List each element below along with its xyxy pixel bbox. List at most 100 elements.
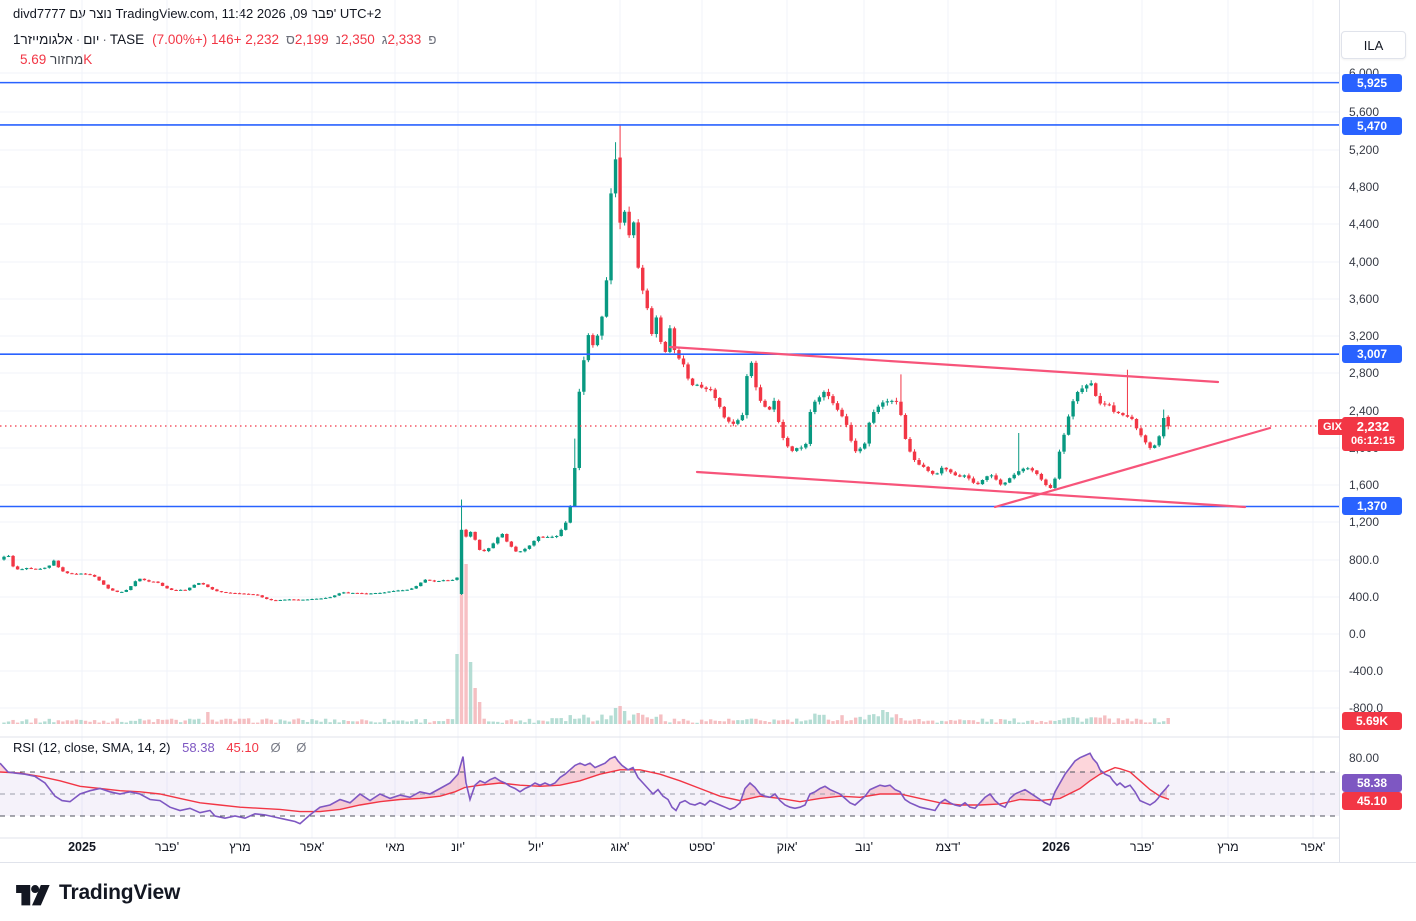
candle-body <box>713 389 717 399</box>
time-axis-label[interactable]: נוב' <box>855 840 873 854</box>
volume-bar <box>251 722 255 724</box>
time-axis-label[interactable]: פבר' <box>1130 840 1154 854</box>
candle-body <box>432 580 437 582</box>
time-axis-label[interactable]: מרץ <box>1217 840 1239 854</box>
candle-body <box>776 400 781 422</box>
current-price-badge: 2,232 06:12:15 <box>1342 417 1404 451</box>
candle-body <box>323 597 328 599</box>
volume-bar <box>43 721 47 724</box>
volume-bar <box>477 702 482 724</box>
rsi-line <box>0 752 1170 825</box>
candle-body <box>695 384 699 386</box>
volume-bar <box>727 718 731 724</box>
ohlc-key: ס <box>286 32 295 47</box>
interval-label[interactable]: 1יום <box>13 32 100 47</box>
volume-bar <box>355 721 360 724</box>
volume-bar <box>849 720 853 724</box>
time-axis-label[interactable]: אוק' <box>777 840 798 854</box>
candle-body <box>976 482 980 485</box>
candle-body <box>1084 385 1089 389</box>
candle-body <box>111 588 115 591</box>
volume-bar <box>405 721 409 724</box>
candle-body <box>935 473 939 475</box>
candle-body <box>106 584 110 589</box>
time-axis-label[interactable]: 2025 <box>68 840 96 854</box>
candle-body <box>477 539 482 550</box>
volume-bar <box>627 720 631 724</box>
symbol-legend[interactable]: 1יום·אלגומייזר · TASE פ2,333ג2,350נ2,199ס2,… <box>13 30 437 70</box>
symbol-search-box[interactable]: ILA <box>1341 31 1406 59</box>
volume-bar <box>514 721 518 724</box>
volume-bar <box>1026 720 1030 724</box>
price-tick-label: 4,800 <box>1349 180 1380 194</box>
volume-bar <box>332 719 337 724</box>
candle-body <box>523 548 527 552</box>
candle-body <box>509 541 514 547</box>
time-axis-label[interactable]: פבר' <box>155 840 179 854</box>
time-axis-label[interactable]: ספט' <box>689 840 715 854</box>
time-axis-label[interactable]: 2026 <box>1042 840 1070 854</box>
volume-bar <box>804 720 808 724</box>
candle-body <box>795 448 799 451</box>
volume-bar <box>120 721 124 724</box>
volume-bar <box>1143 722 1148 724</box>
time-axis-label[interactable]: יול' <box>528 840 544 854</box>
volume-bar <box>699 719 704 724</box>
time-axis-label[interactable]: יונ' <box>451 840 465 854</box>
candle-body <box>613 159 618 194</box>
candle-body <box>622 211 627 223</box>
time-axis-label[interactable]: אוג' <box>611 840 630 854</box>
candle-body <box>473 531 477 540</box>
volume-bar <box>373 722 378 724</box>
candle-body <box>831 396 835 404</box>
candle-body <box>908 438 912 452</box>
time-axis-label[interactable]: אפר' <box>300 840 325 854</box>
candle-body <box>319 598 323 600</box>
volume-bar <box>980 718 985 724</box>
candle-body <box>885 401 890 403</box>
volume-bar <box>863 719 867 724</box>
candle-body <box>554 535 559 537</box>
tradingview-logo[interactable]: TradingView <box>14 878 180 908</box>
candle-body <box>930 470 935 474</box>
candle-body <box>663 341 668 352</box>
volume-bar <box>178 722 183 724</box>
symbol-info-row: 1יום·אלגומייזר · TASE פ2,333ג2,350נ2,199ס2,… <box>13 32 437 47</box>
volume-bar <box>795 718 799 724</box>
candle-body <box>1143 435 1148 443</box>
candle-body <box>645 290 649 309</box>
candle-body <box>708 389 713 391</box>
candlestick-layer <box>2 124 1170 602</box>
rsi-controls-icons[interactable]: Ø Ø <box>270 740 313 755</box>
volume-bar <box>550 718 554 724</box>
volume-bar <box>287 721 292 724</box>
candle-body <box>962 475 967 477</box>
volume-bar <box>319 721 323 724</box>
rsi-indicator-legend[interactable]: RSI (12, close, SMA, 14, 2) 58.38 45.10 … <box>13 740 312 755</box>
candle-body <box>967 475 971 479</box>
symbol-search-text: ILA <box>1363 37 1384 53</box>
candle-body <box>419 582 423 587</box>
time-axis-label[interactable]: מרץ <box>229 840 251 854</box>
candle-body <box>872 412 876 423</box>
price-axis[interactable]: 6,000 5,600 5,200 4,800 4,400 4,000 3,600 3,200… <box>1339 0 1416 862</box>
chart-canvas[interactable]: 2025 פבר' מרץ אפר' מאי יונ' יול' אוג' ספט' אוק' נו… <box>0 0 1339 862</box>
candle-body <box>804 443 808 448</box>
candle-body <box>1021 468 1025 472</box>
time-axis-label[interactable]: דצמ' <box>936 840 961 854</box>
candle-body <box>1062 434 1066 452</box>
volume-bar <box>564 721 568 724</box>
volume-bar <box>708 719 713 724</box>
volume-bar <box>174 719 178 724</box>
candle-body <box>545 536 550 538</box>
time-axis-label[interactable]: אפר' <box>1301 840 1326 854</box>
volume-bar <box>1134 718 1139 724</box>
candle-body <box>1007 478 1012 483</box>
candle-body <box>917 460 921 465</box>
symbol-name[interactable]: אלגומייזר <box>20 32 73 47</box>
volume-bar <box>935 722 939 724</box>
volume-bar <box>29 722 33 724</box>
volume-bar <box>351 721 355 724</box>
time-axis-label[interactable]: מאי <box>385 840 405 854</box>
volume-bar <box>278 719 283 724</box>
